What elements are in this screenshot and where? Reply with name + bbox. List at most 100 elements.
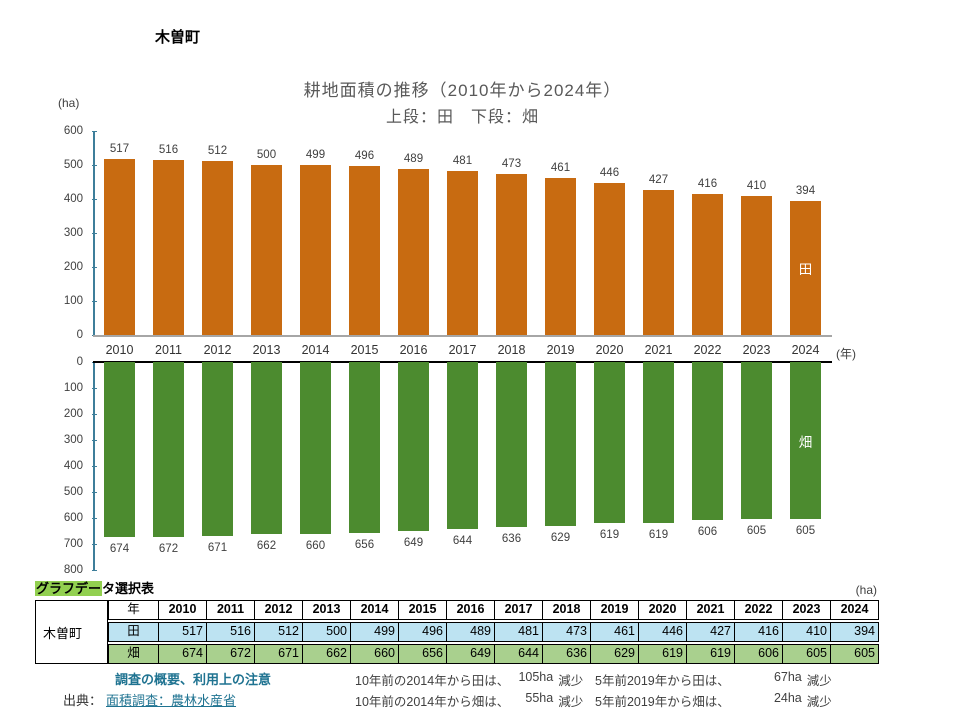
bar-value-label: 644 (452, 535, 473, 547)
y-axis-tick-label: 600 (63, 125, 83, 137)
note-field-5yr: 5年前2019年から畑は、 24ha 減少 (595, 691, 832, 710)
x-axis-year-label: 2023 (742, 343, 771, 357)
table-value-cell: 416 (734, 623, 782, 641)
bar-value-label: 629 (550, 532, 571, 544)
bar-田-2014 (300, 165, 331, 335)
bar-value-label: 481 (452, 155, 473, 167)
bar-田-2015 (349, 166, 380, 335)
bar-畑-2020 (594, 362, 625, 523)
note-paddy-10yr: 10年前の2014年から田は、 105ha 減少 (355, 670, 583, 689)
x-axis-year-label: 2012 (203, 343, 232, 357)
table-year-header: 2024 (830, 601, 878, 619)
y-axis-tick-label: 500 (63, 159, 83, 171)
bar-value-label: 410 (746, 180, 767, 192)
table-year-header: 2019 (590, 601, 638, 619)
note-text: 10年前の2014年から田は、 (355, 674, 510, 688)
x-axis-year-label: 2014 (301, 343, 330, 357)
x-axis-year-label: 2021 (644, 343, 673, 357)
table-value-cell: 410 (782, 623, 830, 641)
table-value-cell: 671 (254, 645, 302, 663)
bar-value-label: 500 (256, 149, 277, 161)
bar-value-label: 619 (599, 529, 620, 541)
table-value-cell: 605 (782, 645, 830, 663)
bar-value-label: 605 (746, 525, 767, 537)
bar-value-label: 461 (550, 162, 571, 174)
y-axis-tick-label: 800 (63, 564, 83, 576)
bar-畑-2014 (300, 362, 331, 534)
table-year-header: 2023 (782, 601, 830, 619)
chart-subtitle: 上段：田 下段：畑 (385, 109, 539, 126)
table-year-header: 2020 (638, 601, 686, 619)
bar-畑-2011 (153, 362, 184, 537)
y-axis-tick-label: 0 (76, 329, 83, 341)
table-row-畑: 畑 674 672 671 662 660 656 649 644 636 629 619 619 606… (108, 644, 879, 664)
x-axis-year-label: 2010 (105, 343, 134, 357)
table-value-cell: 672 (206, 645, 254, 663)
y-axis-tick-label: 0 (76, 356, 83, 368)
table-corner-cell: 年 (127, 602, 140, 616)
paddy-chart-plot: 517 516 512 500 499 496 489 481 473 461 446 427 416 4… (95, 131, 830, 335)
field-chart-plot: 674 672 671 662 660 656 649 644 636 629 619 619 606 6… (95, 362, 830, 570)
bar-畑-2021 (643, 362, 674, 523)
x-axis-year-label: 2017 (448, 343, 477, 357)
table-value-cell: 499 (350, 623, 398, 641)
y-axis-tick-label: 200 (63, 261, 83, 273)
note-field-10yr: 10年前の2014年から畑は、 55ha 減少 (355, 691, 583, 710)
table-value-cell: 427 (686, 623, 734, 641)
bar-value-label: 516 (158, 144, 179, 156)
table-year-header: 2014 (350, 601, 398, 619)
y-axis-tick-label: 100 (63, 382, 83, 394)
bar-value-label: 512 (207, 145, 228, 157)
table-year-header: 2011 (206, 601, 254, 619)
table-unit-label: (ha) (855, 583, 877, 597)
note-amount: 67ha (773, 670, 802, 684)
bar-田-2019 (545, 178, 576, 335)
x-axis-year-label: 2011 (155, 343, 182, 357)
y-axis-tick-label: 500 (63, 486, 83, 498)
bar-田-2020 (594, 183, 625, 335)
table-value-cell: 619 (686, 645, 734, 663)
table-caption-rest: タ選択表 (102, 581, 155, 596)
bar-value-label: 619 (648, 529, 669, 541)
table-row-label: 田 (127, 624, 140, 638)
in-bar-series-label-田: 田 (798, 262, 813, 277)
bar-畑-2010 (104, 362, 135, 537)
table-value-cell: 660 (350, 645, 398, 663)
y-axis-tick-label: 400 (63, 193, 83, 205)
table-value-cell: 517 (158, 623, 206, 641)
bar-value-label: 662 (256, 540, 277, 552)
bar-value-label: 649 (403, 537, 424, 549)
table-header-row: 年 2010 2011 2012 2013 2014 2015 2016 2017 2018 201… (108, 600, 879, 620)
bar-田-2016 (398, 169, 429, 335)
bar-田-2018 (496, 174, 527, 335)
y-axis-unit-label: (ha) (58, 96, 80, 110)
bar-value-label: 674 (109, 543, 130, 555)
table-value-cell: 496 (398, 623, 446, 641)
bar-value-label: 446 (599, 167, 620, 179)
bar-畑-2022 (692, 362, 723, 520)
bar-田-2010 (104, 159, 135, 335)
table-value-cell: 636 (542, 645, 590, 663)
bar-田-2023 (741, 196, 772, 335)
bar-畑-2016 (398, 362, 429, 531)
bar-value-label: 636 (501, 533, 522, 545)
table-value-cell: 489 (446, 623, 494, 641)
y-axis-tick-label: 600 (63, 512, 83, 524)
bar-畑-2015 (349, 362, 380, 533)
in-bar-series-label-畑: 畑 (798, 434, 813, 450)
y-axis-tick-mark (92, 569, 97, 571)
source-link[interactable]: 面積調査：農林水産省 (106, 693, 237, 708)
table-value-cell: 606 (734, 645, 782, 663)
y-axis-tick-label: 200 (63, 408, 83, 420)
survey-overview-link[interactable]: 調査の概要、利用上の注意 (115, 672, 272, 687)
table-value-cell: 512 (254, 623, 302, 641)
bar-value-label: 499 (305, 149, 326, 161)
table-row-田: 田 517 516 512 500 499 496 489 481 473 461 446 427 416… (108, 622, 879, 642)
bar-田-2012 (202, 161, 233, 335)
x-axis-year-label: 2024 (791, 343, 820, 357)
table-value-cell: 500 (302, 623, 350, 641)
table-year-header: 2018 (542, 601, 590, 619)
table-value-cell: 674 (158, 645, 206, 663)
x-axis-year-label: 2013 (252, 343, 281, 357)
x-axis-unit-label: (年) (836, 347, 856, 361)
